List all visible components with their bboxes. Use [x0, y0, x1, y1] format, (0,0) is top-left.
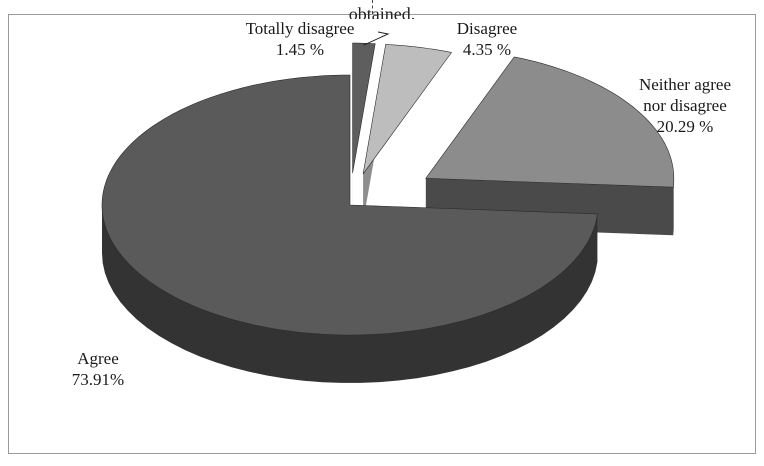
slice-label-totally-disagree: Totally disagree [246, 19, 355, 38]
slice-value-agree: 73.91% [72, 370, 124, 389]
slice-label-neither-agree-nor-disagree: Neither agree [639, 75, 731, 94]
slice-value-totally-disagree: 1.45 % [276, 40, 324, 59]
pie-slice-agree [101, 74, 598, 336]
pie-slice-totally-disagree [352, 42, 376, 174]
title-leader-line [372, 0, 374, 14]
chart-title: obtained. [348, 5, 416, 19]
pie-slice-neither-agree-nor-disagree [425, 56, 675, 188]
leader-line-totally-disagree [363, 31, 390, 46]
slice-value-disagree: 4.35 % [463, 40, 511, 59]
pie-slice-side-neither-agree-nor-disagree [673, 178, 674, 236]
slice-label-neither-agree-nor-disagree: nor disagree [643, 96, 727, 115]
slice-value-neither-agree-nor-disagree: 20.29 % [657, 117, 714, 136]
slice-label-agree: Agree [77, 349, 119, 368]
pie-slice-disagree [362, 44, 453, 175]
slice-label-disagree: Disagree [457, 19, 517, 38]
pie-slice-side-agree [102, 205, 598, 383]
